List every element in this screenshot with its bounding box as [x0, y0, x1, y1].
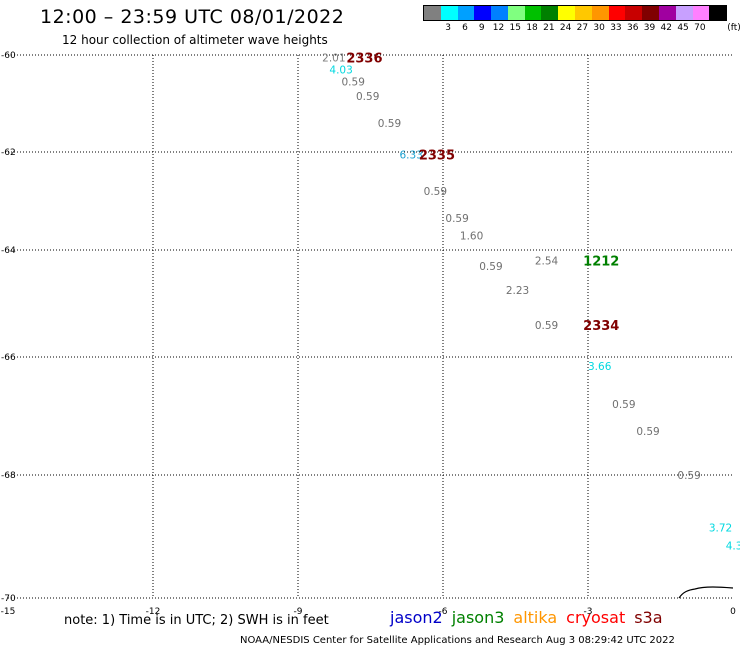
lat-tick-label: -70	[1, 594, 16, 604]
legend-label: 12	[492, 23, 505, 33]
legend-swatch	[675, 6, 693, 20]
satellite-name: jason2	[390, 608, 443, 627]
wave-height-label: 3.66	[588, 361, 612, 373]
legend-label: 24	[559, 23, 572, 33]
legend-swatch	[558, 6, 576, 20]
legend-swatch	[541, 6, 559, 20]
legend-swatch	[625, 6, 643, 20]
wave-height-label: 0.59	[479, 261, 502, 273]
wave-height-label: 0.59	[636, 426, 659, 438]
lat-tick-label: -62	[1, 148, 16, 158]
wave-height-label: 1.60	[460, 230, 483, 242]
coastline	[678, 586, 734, 599]
legend-label: 27	[576, 23, 589, 33]
wave-height-label: 4.03	[329, 65, 352, 77]
wave-height-label: 3.72	[709, 522, 732, 534]
legend-label: 42	[660, 23, 672, 33]
legend-label: 30	[593, 23, 605, 33]
legend-swatch	[491, 6, 508, 20]
wave-height-label: 0.59	[535, 320, 558, 332]
wave-height-label: 2.01	[322, 52, 345, 64]
legend-swatch	[524, 6, 542, 20]
legend-swatch	[424, 6, 441, 20]
pass-times: 2336 2335 1212 2334	[346, 51, 619, 333]
lat-tick-label: -60	[1, 51, 16, 61]
legend-label: 18	[526, 23, 538, 33]
lon-tick-label: -6	[439, 607, 448, 617]
observations: 2.014.030.590.590.596.330.590.591.600.59…	[322, 52, 740, 552]
lon-tick-label: -9	[294, 607, 303, 617]
wave-height-label: 0.59	[445, 213, 468, 225]
color-scale-legend: 3 6 9 12 15 18 21 24 27 30 33 36 39 42 45 70 (ft)	[423, 5, 740, 33]
lon-tick-label: -15	[1, 607, 16, 617]
legend-label: 70	[694, 23, 706, 33]
satellite-name: s3a	[634, 608, 663, 627]
pass-time-label: 1212	[583, 255, 619, 270]
wave-height-label: 0.59	[677, 470, 700, 482]
legend-label: 3	[445, 23, 452, 33]
legend-swatch	[591, 6, 609, 20]
legend-swatch	[440, 6, 458, 20]
wave-height-label: 0.59	[378, 118, 401, 130]
pass-time-label: 2334	[583, 319, 619, 334]
legend-labels: 3 6 9 12 15 18 21 24 27 30 33 36 39 42 45 70 (ft)	[423, 21, 740, 33]
legend-label: 39	[643, 23, 656, 33]
legend-swatches	[423, 5, 727, 21]
lon-tick-label: -12	[146, 607, 161, 617]
lon-tick-label: -3	[584, 607, 593, 617]
satellite-name: jason3	[451, 608, 505, 627]
graticule	[8, 54, 733, 599]
wave-height-label: 0.59	[612, 399, 635, 411]
legend-label: 15	[509, 23, 521, 33]
wave-height-label: 0.59	[342, 77, 365, 89]
credit-line: NOAA/NESDIS Center for Satellite Applica…	[240, 635, 675, 646]
lat-tick-label: -66	[1, 353, 16, 363]
wave-height-label: 0.59	[424, 186, 447, 198]
lat-tick-label: -68	[1, 471, 16, 481]
wave-height-label: 2.23	[506, 285, 529, 297]
axis-labels: -15 -12 -9 -6 -3 0 -60 -62 -64 -66 -68 -70	[1, 51, 736, 617]
legend-swatch	[642, 6, 659, 20]
wave-height-label: 6.33	[400, 149, 423, 161]
legend-swatch	[692, 6, 710, 20]
page-title: 12:00 – 23:59 UTC 08/01/2022	[40, 6, 345, 28]
legend-label: 33	[610, 23, 622, 33]
legend-unit: (ft)	[727, 23, 740, 33]
legend-swatch	[507, 6, 525, 20]
lat-tick-label: -64	[1, 246, 16, 256]
page-subtitle: 12 hour collection of altimeter wave hei…	[62, 33, 328, 47]
legend-label: 21	[543, 23, 555, 33]
legend-swatch	[575, 6, 592, 20]
satellite-name: altika	[513, 608, 558, 627]
wave-height-label: 0.59	[356, 91, 379, 103]
legend-swatch	[474, 6, 492, 20]
satellite-legend: jason2 jason3 altika cryosat s3a	[390, 608, 672, 627]
coastline-path	[678, 586, 734, 599]
legend-label: 9	[478, 23, 485, 33]
lon-tick-label: 0	[730, 607, 736, 617]
pass-time-label: 2336	[346, 51, 382, 66]
footer-note: note: 1) Time is in UTC; 2) SWH is in fe…	[64, 613, 329, 628]
wave-height-label: 2.54	[535, 256, 559, 268]
legend-swatch	[457, 6, 475, 20]
legend-label: 45	[677, 23, 689, 33]
legend-swatch	[608, 6, 626, 20]
wave-height-label: 4.3	[726, 541, 740, 553]
legend-label: 36	[626, 23, 639, 33]
satellite-name: cryosat	[566, 608, 626, 627]
legend-swatch	[709, 6, 727, 20]
legend-swatch	[658, 6, 676, 20]
legend-label: 6	[462, 23, 468, 33]
pass-time-label: 2335	[419, 148, 455, 163]
